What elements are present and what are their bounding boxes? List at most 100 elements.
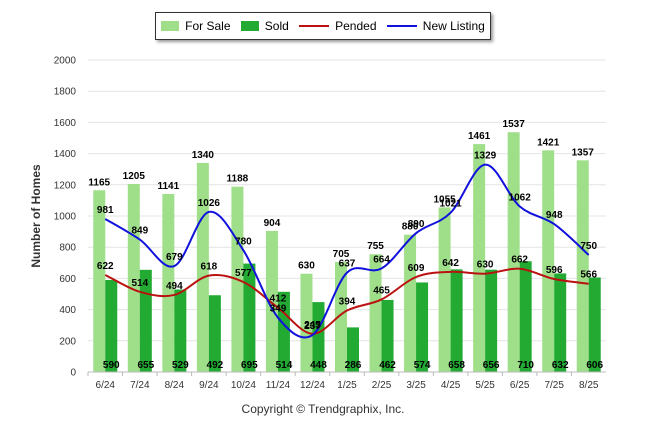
y-tick-label: 400: [59, 305, 76, 316]
data-label-for-sale: 1055: [433, 194, 456, 205]
bar-sold: [312, 302, 325, 372]
bar-for-sale: [438, 207, 451, 372]
x-tick-label: 8/24: [165, 380, 185, 391]
y-tick-label: 800: [59, 243, 76, 254]
data-label-pended: 642: [442, 258, 459, 269]
data-label-pended: 596: [546, 265, 563, 276]
y-tick-label: 200: [59, 336, 76, 347]
bar-sold: [519, 261, 532, 372]
lines: [104, 163, 590, 339]
data-label-new-listing: 948: [546, 210, 563, 221]
data-label-pended: 394: [339, 297, 356, 308]
data-label-for-sale: 880: [402, 222, 419, 233]
copyright-text: Copyright © Trendgraphix, Inc.: [241, 402, 405, 416]
bar-for-sale: [576, 160, 589, 372]
data-label-for-sale: 755: [367, 241, 384, 252]
bar-sold: [174, 289, 187, 372]
data-label-for-sale: 1165: [88, 177, 110, 188]
legend-label-for-sale: For Sale: [185, 19, 231, 33]
data-label-sold: 492: [207, 360, 224, 371]
legend-label-sold: Sold: [264, 19, 289, 33]
y-tick-label: 1000: [54, 212, 77, 223]
bar-for-sale: [196, 162, 209, 372]
data-label-sold: 656: [483, 360, 500, 371]
legend-item-for-sale: For Sale: [161, 19, 231, 33]
data-label-sold: 514: [276, 360, 293, 371]
y-tick-label: 2000: [54, 56, 77, 67]
y-tick-label: 1800: [54, 87, 77, 98]
bar-sold: [416, 282, 429, 372]
data-label-pended: 630: [477, 260, 494, 271]
data-label-for-sale: 705: [333, 249, 350, 260]
data-label-for-sale: 1205: [123, 171, 146, 182]
data-label-new-listing: 890: [408, 219, 425, 230]
data-label-sold: 574: [414, 360, 431, 371]
bar-sold: [277, 291, 290, 372]
data-label-for-sale: 1537: [503, 119, 526, 130]
data-label-for-sale: 904: [264, 218, 281, 229]
data-label-sold: 606: [586, 360, 603, 371]
x-tick-label: 8/25: [579, 380, 599, 391]
legend-swatch-sold: [240, 21, 259, 31]
data-label-for-sale: 1421: [537, 137, 560, 148]
bar-for-sale: [542, 150, 555, 372]
data-label-new-listing: 780: [235, 236, 252, 247]
y-tick-label: 600: [59, 274, 76, 285]
x-tick-label: 3/25: [406, 380, 426, 391]
x-tick-label: 4/25: [441, 380, 461, 391]
x-tick-label: 6/24: [96, 380, 116, 391]
data-label-pended: 245: [304, 320, 321, 331]
legend: For Sale Sold Pended New Listing: [155, 12, 491, 40]
y-tick-label: 1400: [54, 149, 77, 160]
data-label-new-listing: 1329: [474, 151, 497, 162]
data-labels: 1165 590 622 981 1205 655 514 849 1141 529 494 679 1…: [88, 119, 603, 371]
legend-swatch-new-listing: [386, 25, 417, 27]
bar-sold: [588, 277, 601, 372]
legend-item-sold: Sold: [240, 19, 289, 33]
bar-for-sale: [335, 262, 347, 372]
series-line-new-listing: [104, 163, 590, 339]
y-tick-label: 1600: [54, 118, 77, 129]
bar-sold: [243, 263, 256, 372]
data-label-sold: 448: [310, 360, 327, 371]
data-label-new-listing: 1062: [509, 192, 532, 203]
bar-for-sale: [265, 230, 278, 372]
bar-for-sale: [473, 144, 486, 372]
legend-item-pended: Pended: [299, 19, 377, 33]
legend-label-new-listing: New Listing: [422, 19, 485, 33]
data-label-pended: 662: [511, 255, 528, 266]
bar-sold: [208, 295, 221, 372]
legend-label-pended: Pended: [335, 19, 377, 33]
data-label-pended: 622: [97, 261, 114, 272]
x-tick-label: 2/25: [372, 380, 392, 391]
data-label-sold: 655: [137, 360, 154, 371]
data-label-new-listing: 349: [270, 304, 287, 315]
data-label-sold: 286: [345, 360, 362, 371]
x-tick-label: 7/25: [544, 380, 564, 391]
y-tick-label: 0: [70, 368, 76, 379]
bar-sold: [485, 269, 498, 372]
bar-for-sale: [93, 190, 106, 372]
data-label-sold: 695: [241, 360, 258, 371]
data-label-sold: 632: [552, 360, 569, 371]
data-label-pended: 514: [131, 278, 148, 289]
data-label-new-listing: 664: [373, 254, 390, 265]
bar-for-sale: [127, 184, 140, 372]
series-line-pended: [104, 267, 589, 335]
x-tick-label: 11/24: [266, 380, 291, 391]
data-label-for-sale: 630: [298, 261, 315, 272]
x-tick-label: 9/24: [199, 380, 219, 391]
bar-sold: [450, 269, 463, 372]
data-label-pended: 465: [373, 285, 390, 296]
data-label-for-sale: 1357: [572, 147, 595, 158]
data-label-sold: 529: [172, 360, 189, 371]
data-label-sold: 658: [448, 360, 465, 371]
data-label-new-listing: 237: [304, 321, 321, 332]
data-label-for-sale: 1188: [227, 174, 249, 185]
x-tick-label: 6/25: [510, 380, 530, 391]
data-label-pended: 609: [408, 263, 425, 274]
x-tick-label: 10/24: [231, 380, 256, 391]
bar-sold: [105, 279, 118, 372]
x-tick-label: 7/24: [130, 380, 150, 391]
